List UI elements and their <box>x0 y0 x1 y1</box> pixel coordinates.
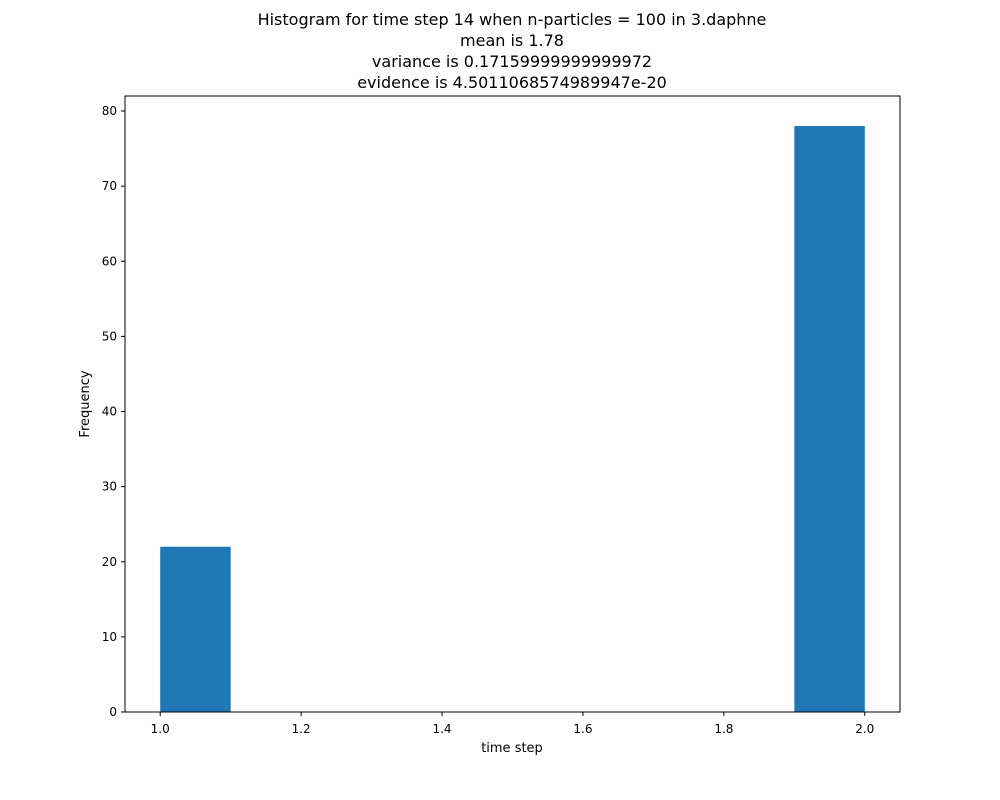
x-axis-ticks: 1.0 1.2 1.4 1.6 1.8 2.0 <box>151 712 874 736</box>
y-tick-label: 20 <box>102 555 117 569</box>
x-tick-label: 1.4 <box>432 722 451 736</box>
x-tick-label: 2.0 <box>855 722 874 736</box>
y-tick-label: 80 <box>102 104 117 118</box>
plot-area-frame <box>124 95 901 713</box>
x-tick-label: 1.2 <box>292 722 311 736</box>
y-tick-label: 30 <box>102 480 117 494</box>
y-tick-label: 60 <box>102 254 117 268</box>
chart-title: Histogram for time step 14 when n-partic… <box>258 10 767 92</box>
x-tick-label: 1.6 <box>573 722 592 736</box>
histogram-bars <box>160 126 865 713</box>
y-tick-label: 50 <box>102 329 117 343</box>
y-axis-ticks: 0 10 20 30 40 50 60 70 80 <box>102 104 125 719</box>
histogram-bar-0 <box>160 546 231 712</box>
y-tick-label: 10 <box>102 630 117 644</box>
y-tick-label: 70 <box>102 179 117 193</box>
chart-subtitle-mean: mean is 1.78 <box>460 31 564 50</box>
x-tick-label: 1.0 <box>151 722 170 736</box>
x-tick-label: 1.8 <box>714 722 733 736</box>
chart-title-line: Histogram for time step 14 when n-partic… <box>258 10 767 29</box>
x-axis-label: time step <box>481 741 543 756</box>
chart-subtitle-evidence: evidence is 4.5011068574989947e-20 <box>357 73 667 92</box>
y-tick-label: 40 <box>102 405 117 419</box>
y-tick-label: 0 <box>109 705 117 719</box>
y-axis-label: Frequency <box>78 370 93 437</box>
chart-subtitle-variance: variance is 0.17159999999999972 <box>372 52 652 71</box>
histogram-bar-9 <box>794 126 865 713</box>
